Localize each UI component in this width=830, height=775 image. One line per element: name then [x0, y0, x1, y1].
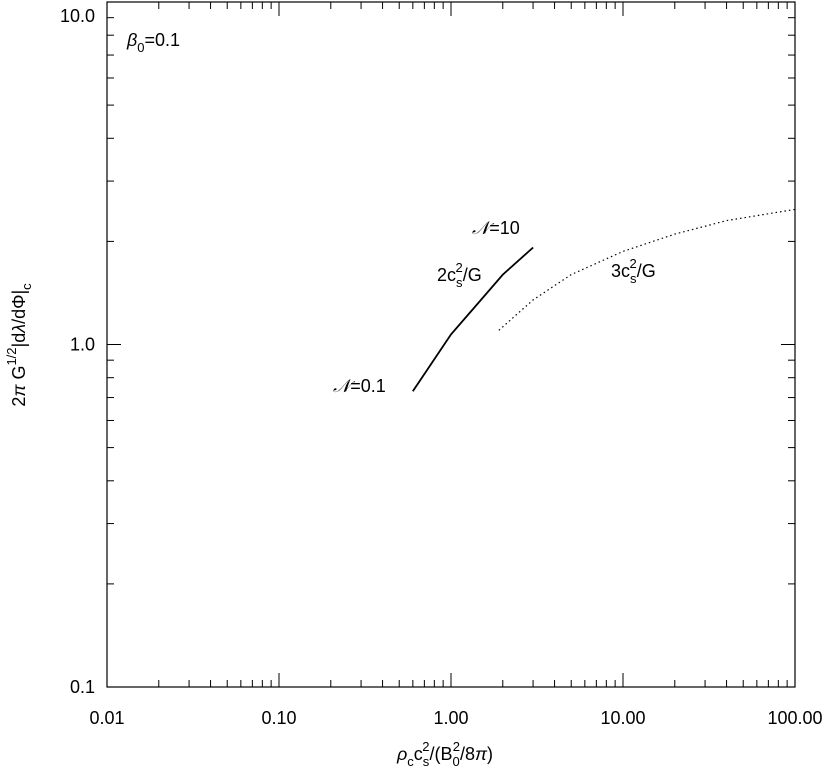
text-part: 2: [630, 256, 637, 271]
series-line: [412, 246, 534, 392]
y-tick-label: 10.0: [60, 6, 95, 26]
x-axis-label: ρccs2/(B02/8π): [396, 739, 493, 769]
x-tick-label: 0.01: [89, 708, 124, 728]
text-part: G: [9, 366, 29, 385]
text-part: /(B: [429, 744, 452, 764]
text-part: 2: [9, 397, 29, 407]
text-part: ρ: [396, 744, 407, 764]
series-line: [498, 208, 796, 331]
annotation: 3cs2/G: [611, 256, 656, 286]
annotation: β0=0.1: [126, 30, 180, 55]
text-part: s: [423, 754, 430, 769]
x-tick-label: 100.00: [767, 708, 822, 728]
text-part: λ: [9, 324, 29, 334]
text-part: /8: [460, 744, 475, 764]
y-tick-label: 1.0: [70, 335, 95, 355]
text-part: c: [19, 283, 34, 290]
text-part: 0: [453, 754, 460, 769]
text-part: 2c: [437, 265, 456, 285]
plot-frame: [106, 1, 796, 688]
x-tick-label: 0.10: [261, 708, 296, 728]
annotation: 𝒩=10: [472, 218, 520, 238]
text-part: 3c: [611, 261, 630, 281]
text-part: 2: [422, 739, 429, 754]
text-part: c: [407, 754, 414, 769]
y-axis-label: 2π G1/2|dλ/dΦ|c: [4, 283, 34, 407]
x-tick-label: 10.00: [600, 708, 645, 728]
text-part: =10: [489, 218, 520, 238]
text-part: s: [456, 275, 463, 290]
text-part: ): [487, 744, 493, 764]
text-part: c: [414, 744, 423, 764]
text-part: π: [9, 384, 29, 397]
text-part: /dΦ|: [9, 290, 29, 324]
text-part: β: [126, 30, 137, 50]
text-part: =0.1: [350, 376, 386, 396]
x-tick-label: 1.00: [433, 708, 468, 728]
text-part: =0.1: [145, 30, 181, 50]
text-part: 0: [137, 40, 144, 55]
y-tick-label: 0.1: [70, 677, 95, 697]
text-part: s: [630, 271, 637, 286]
text-part: /G: [637, 261, 656, 281]
text-part: /G: [463, 265, 482, 285]
annotation: 𝒩=0.1: [333, 376, 386, 396]
text-part: π: [475, 744, 488, 764]
annotation: 2cs2/G: [437, 260, 482, 290]
text-part: 1/2: [4, 347, 19, 365]
text-part: |d: [9, 333, 29, 348]
text-part: 2: [453, 739, 460, 754]
text-part: 2: [456, 260, 463, 275]
